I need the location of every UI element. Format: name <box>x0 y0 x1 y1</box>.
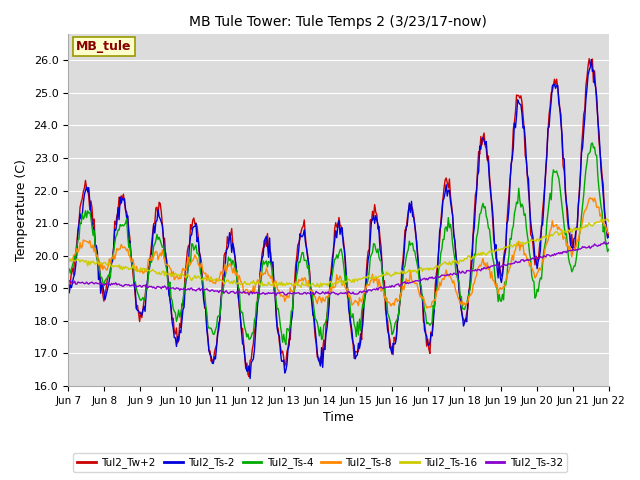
Line: Tul2_Ts-8: Tul2_Ts-8 <box>68 198 609 308</box>
Tul2_Ts-2 <box>594 117 602 122</box>
Tul2_Ts-32 <box>358 290 365 296</box>
Tul2_Ts-8 <box>423 305 431 311</box>
Tul2_Ts-32 <box>593 243 600 249</box>
Tul2_Tw+2 <box>605 230 612 236</box>
Tul2_Ts-16 <box>322 282 330 288</box>
Tul2_Ts-16 <box>508 244 516 250</box>
Tul2_Tw+2 <box>594 114 602 120</box>
Tul2_Tw+2 <box>325 291 333 297</box>
Tul2_Tw+2 <box>322 324 330 330</box>
Tul2_Ts-16 <box>358 276 365 282</box>
Tul2_Ts-2 <box>64 288 72 294</box>
Tul2_Ts-16 <box>603 216 611 222</box>
Tul2_Ts-16 <box>325 280 333 286</box>
Tul2_Tw+2 <box>508 151 516 157</box>
Tul2_Ts-2 <box>588 57 595 62</box>
Tul2_Ts-4 <box>325 295 333 300</box>
Tul2_Ts-4 <box>358 309 365 314</box>
Tul2_Ts-4 <box>282 342 290 348</box>
Tul2_Ts-32 <box>387 284 395 290</box>
Tul2_Ts-4 <box>605 246 612 252</box>
Tul2_Ts-32 <box>272 292 280 298</box>
Tul2_Ts-16 <box>593 219 600 225</box>
Tul2_Tw+2 <box>586 56 593 61</box>
Tul2_Ts-8 <box>64 258 72 264</box>
Text: MB_tule: MB_tule <box>76 40 132 53</box>
Tul2_Ts-8 <box>508 252 516 258</box>
Tul2_Ts-16 <box>316 285 323 290</box>
Tul2_Ts-2 <box>325 301 333 307</box>
Tul2_Ts-2 <box>387 347 395 352</box>
Tul2_Ts-2 <box>246 376 254 382</box>
Tul2_Ts-4 <box>589 140 596 146</box>
Y-axis label: Temperature (C): Temperature (C) <box>15 159 28 261</box>
X-axis label: Time: Time <box>323 411 354 424</box>
Tul2_Tw+2 <box>245 374 253 380</box>
Line: Tul2_Ts-2: Tul2_Ts-2 <box>68 60 609 379</box>
Legend: Tul2_Tw+2, Tul2_Ts-2, Tul2_Ts-4, Tul2_Ts-8, Tul2_Ts-16, Tul2_Ts-32: Tul2_Tw+2, Tul2_Ts-2, Tul2_Ts-4, Tul2_Ts… <box>73 453 567 472</box>
Tul2_Ts-16 <box>605 218 612 224</box>
Tul2_Ts-32 <box>508 261 516 267</box>
Tul2_Ts-8 <box>605 230 612 236</box>
Tul2_Ts-4 <box>594 172 602 178</box>
Tul2_Ts-16 <box>387 273 395 279</box>
Line: Tul2_Ts-32: Tul2_Ts-32 <box>68 242 609 295</box>
Tul2_Ts-8 <box>386 300 394 306</box>
Tul2_Ts-8 <box>594 204 602 210</box>
Tul2_Ts-8 <box>356 298 364 303</box>
Tul2_Tw+2 <box>358 336 365 342</box>
Tul2_Tw+2 <box>64 280 72 286</box>
Tul2_Ts-2 <box>605 233 612 239</box>
Tul2_Ts-2 <box>508 156 516 162</box>
Tul2_Ts-32 <box>605 240 612 246</box>
Tul2_Ts-4 <box>64 267 72 273</box>
Title: MB Tule Tower: Tule Temps 2 (3/23/17-now): MB Tule Tower: Tule Temps 2 (3/23/17-now… <box>189 15 487 29</box>
Tul2_Ts-32 <box>325 291 333 297</box>
Tul2_Ts-2 <box>358 328 365 334</box>
Tul2_Ts-8 <box>324 294 332 300</box>
Line: Tul2_Ts-4: Tul2_Ts-4 <box>68 143 609 345</box>
Tul2_Ts-8 <box>321 298 329 304</box>
Tul2_Ts-4 <box>387 321 395 327</box>
Line: Tul2_Ts-16: Tul2_Ts-16 <box>68 219 609 288</box>
Tul2_Ts-8 <box>586 195 594 201</box>
Line: Tul2_Tw+2: Tul2_Tw+2 <box>68 59 609 377</box>
Tul2_Ts-16 <box>64 258 72 264</box>
Tul2_Ts-32 <box>322 289 330 295</box>
Tul2_Ts-2 <box>322 332 330 337</box>
Tul2_Ts-4 <box>322 318 330 324</box>
Tul2_Tw+2 <box>387 346 395 351</box>
Tul2_Ts-32 <box>600 239 608 245</box>
Tul2_Ts-32 <box>64 280 72 286</box>
Tul2_Ts-4 <box>508 227 516 232</box>
